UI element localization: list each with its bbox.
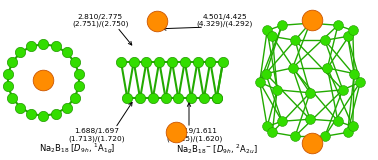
Point [322, 39, 328, 42]
Point [345, 131, 351, 134]
Point [307, 118, 313, 120]
Point [351, 72, 357, 75]
Point [214, 97, 220, 100]
Point [17, 51, 23, 54]
Text: 1.619/1.611
(1.615)/(1.620): 1.619/1.611 (1.615)/(1.620) [166, 128, 223, 142]
Point [279, 120, 285, 123]
Point [71, 97, 77, 99]
Point [309, 142, 315, 144]
Point [118, 60, 124, 63]
Point [309, 19, 315, 21]
Point [76, 85, 82, 88]
Point [201, 97, 207, 100]
Point [269, 35, 275, 38]
Point [173, 131, 179, 133]
Point [53, 45, 59, 48]
Point [156, 60, 162, 63]
Point [307, 22, 313, 24]
Point [175, 97, 181, 100]
Point [207, 60, 213, 63]
Point [292, 39, 298, 42]
Point [335, 24, 341, 27]
Point [53, 112, 59, 115]
Point [292, 135, 298, 138]
Point [28, 45, 34, 48]
Point [257, 81, 263, 84]
Text: 2.810/2.775
(2.751)/(2.750): 2.810/2.775 (2.751)/(2.750) [72, 14, 129, 27]
Point [264, 29, 270, 32]
Text: Na$_2$B$_{18}$ [$D_{9h}$, $^1$A$_{1g}$]: Na$_2$B$_{18}$ [$D_{9h}$, $^1$A$_{1g}$] [39, 141, 116, 156]
Point [131, 60, 137, 63]
Point [345, 35, 351, 38]
Point [40, 43, 46, 45]
Point [76, 72, 82, 75]
Point [5, 72, 11, 75]
Point [28, 112, 34, 115]
Point [163, 97, 169, 100]
Point [5, 85, 11, 88]
Point [137, 97, 143, 100]
Point [214, 97, 220, 100]
Point [71, 61, 77, 63]
Text: 4.501/4.425
(4.329)/(4.292): 4.501/4.425 (4.329)/(4.292) [197, 14, 253, 27]
Point [40, 79, 46, 81]
Point [143, 60, 149, 63]
Point [220, 60, 226, 63]
Point [9, 61, 15, 63]
Point [9, 97, 15, 99]
Point [124, 97, 130, 100]
Point [150, 97, 156, 100]
Point [17, 106, 23, 109]
Point [169, 60, 175, 63]
Point [322, 135, 328, 138]
Point [279, 24, 285, 27]
Point [307, 92, 313, 94]
Point [154, 20, 160, 22]
Point [263, 72, 269, 75]
Point [290, 67, 296, 69]
Point [350, 125, 356, 128]
Point [335, 120, 341, 123]
Point [350, 29, 356, 32]
Point [357, 81, 363, 84]
Text: 1.688/1.697
(1.713)/(1.720): 1.688/1.697 (1.713)/(1.720) [68, 128, 125, 142]
Point [64, 106, 70, 109]
Point [194, 60, 200, 63]
Point [264, 125, 270, 128]
Point [188, 97, 194, 100]
Point [269, 131, 275, 134]
Text: Na$_2$B$_{18}$$^{-}$ [$D_{9h}$, $^2$A$_{2u}$]: Na$_2$B$_{18}$$^{-}$ [$D_{9h}$, $^2$A$_{… [177, 142, 258, 156]
Point [182, 60, 188, 63]
Point [274, 88, 280, 91]
Point [340, 88, 346, 91]
Point [64, 51, 70, 54]
Point [324, 67, 330, 69]
Point [40, 115, 46, 117]
